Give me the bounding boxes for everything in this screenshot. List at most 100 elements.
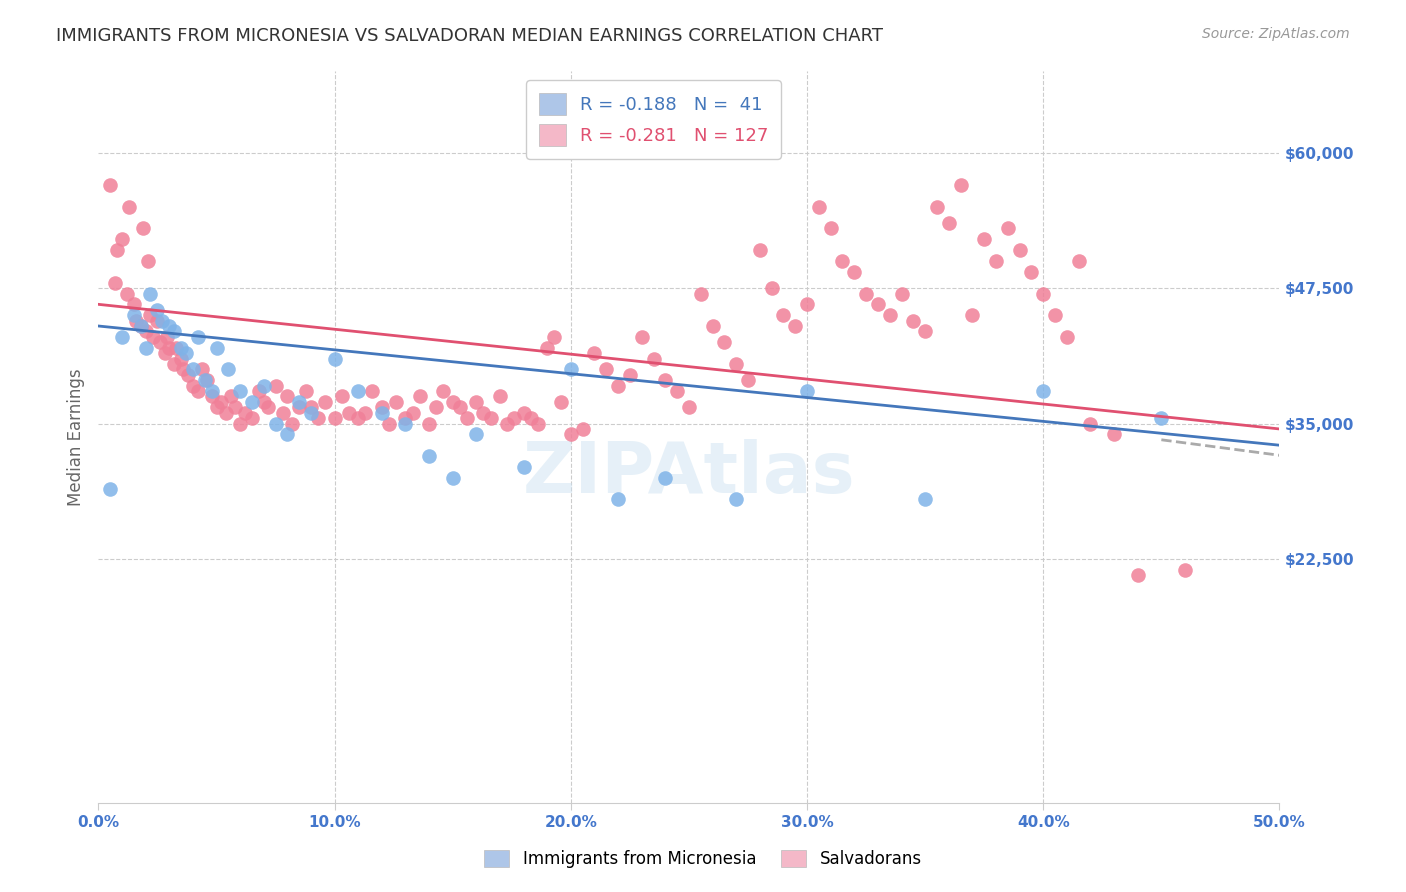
Point xyxy=(560,427,582,442)
Point xyxy=(630,330,652,344)
Point xyxy=(264,378,287,392)
Point xyxy=(1008,243,1031,257)
Point xyxy=(560,362,582,376)
Point xyxy=(713,335,735,350)
Point xyxy=(371,406,394,420)
Point xyxy=(149,335,172,350)
Point xyxy=(866,297,889,311)
Point xyxy=(879,308,901,322)
Point xyxy=(890,286,912,301)
Point xyxy=(157,318,180,333)
Point xyxy=(229,384,252,398)
Point xyxy=(163,357,186,371)
Point xyxy=(925,200,948,214)
Point xyxy=(748,243,770,257)
Point xyxy=(725,357,748,371)
Point xyxy=(725,492,748,507)
Point xyxy=(702,318,724,333)
Point xyxy=(201,389,224,403)
Point xyxy=(98,178,121,193)
Point xyxy=(276,427,298,442)
Point xyxy=(257,401,280,415)
Point xyxy=(512,459,534,474)
Point xyxy=(240,395,263,409)
Point xyxy=(1080,417,1102,431)
Point xyxy=(465,395,488,409)
Point xyxy=(914,325,936,339)
Point xyxy=(288,395,311,409)
Point xyxy=(163,325,186,339)
Point xyxy=(666,384,689,398)
Point xyxy=(288,401,311,415)
Point xyxy=(1021,265,1043,279)
Point xyxy=(831,254,853,268)
Point xyxy=(1150,411,1173,425)
Point xyxy=(385,395,408,409)
Point xyxy=(299,401,322,415)
Point xyxy=(394,411,416,425)
Point xyxy=(1174,563,1197,577)
Point xyxy=(177,368,200,382)
Point xyxy=(914,492,936,507)
Point xyxy=(191,362,214,376)
Point xyxy=(264,417,287,431)
Point xyxy=(347,411,370,425)
Point xyxy=(643,351,665,366)
Point xyxy=(224,401,246,415)
Point xyxy=(550,395,572,409)
Point xyxy=(253,378,276,392)
Point xyxy=(205,401,228,415)
Point xyxy=(949,178,972,193)
Point xyxy=(855,286,877,301)
Point xyxy=(125,313,148,327)
Point xyxy=(571,422,593,436)
Legend: Immigrants from Micronesia, Salvadorans: Immigrants from Micronesia, Salvadorans xyxy=(478,843,928,875)
Point xyxy=(408,389,430,403)
Point xyxy=(253,395,276,409)
Point xyxy=(449,401,471,415)
Point xyxy=(526,417,548,431)
Point xyxy=(512,406,534,420)
Point xyxy=(132,221,155,235)
Point xyxy=(1032,384,1054,398)
Point xyxy=(295,384,318,398)
Point xyxy=(122,308,145,322)
Point xyxy=(489,389,512,403)
Point xyxy=(165,341,187,355)
Point xyxy=(796,384,818,398)
Point xyxy=(215,406,238,420)
Point xyxy=(997,221,1019,235)
Point xyxy=(201,384,224,398)
Point xyxy=(229,417,252,431)
Point xyxy=(1102,427,1125,442)
Point xyxy=(233,406,256,420)
Point xyxy=(136,254,159,268)
Point xyxy=(543,330,565,344)
Point xyxy=(796,297,818,311)
Point xyxy=(135,341,157,355)
Point xyxy=(187,330,209,344)
Point xyxy=(595,362,617,376)
Point xyxy=(142,330,165,344)
Text: ZIPAtlas: ZIPAtlas xyxy=(523,439,855,508)
Point xyxy=(146,302,169,317)
Point xyxy=(146,313,169,327)
Point xyxy=(122,297,145,311)
Point xyxy=(153,346,176,360)
Point xyxy=(519,411,541,425)
Point xyxy=(378,417,401,431)
Point xyxy=(503,411,526,425)
Point xyxy=(619,368,641,382)
Point xyxy=(1032,286,1054,301)
Point xyxy=(174,346,197,360)
Point xyxy=(323,411,346,425)
Point xyxy=(135,325,157,339)
Point xyxy=(271,406,294,420)
Point xyxy=(281,417,304,431)
Point xyxy=(139,286,162,301)
Point xyxy=(118,200,141,214)
Point xyxy=(654,373,676,387)
Point xyxy=(441,395,464,409)
Point xyxy=(432,384,454,398)
Point xyxy=(820,221,842,235)
